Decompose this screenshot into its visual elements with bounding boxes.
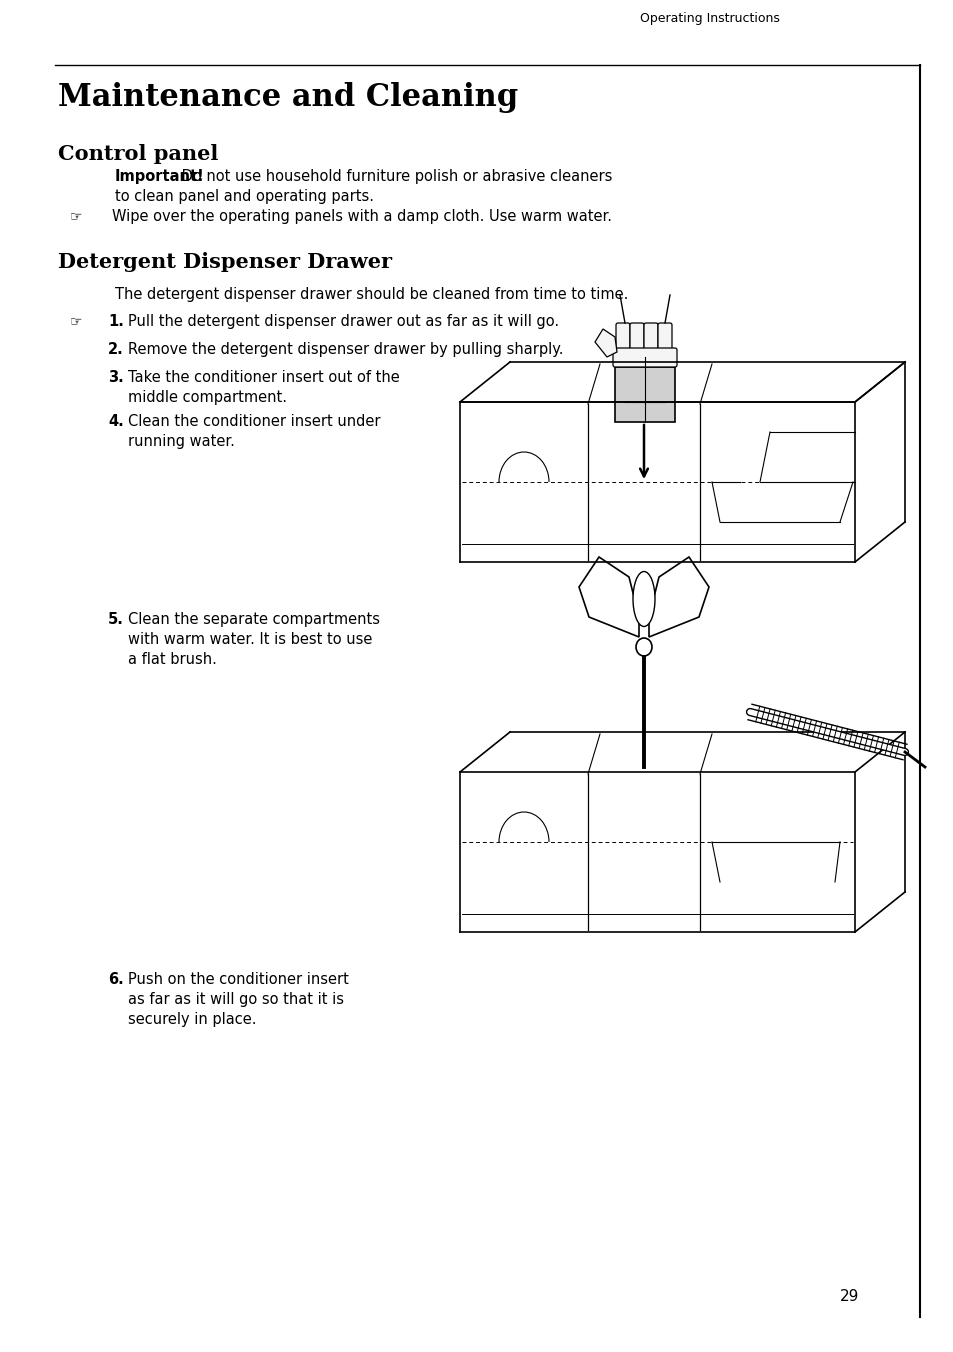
Text: Push on the conditioner insert: Push on the conditioner insert <box>128 972 349 987</box>
Text: a flat brush.: a flat brush. <box>128 652 216 667</box>
Text: ☞: ☞ <box>70 314 82 329</box>
FancyBboxPatch shape <box>615 366 675 422</box>
Text: Detergent Dispenser Drawer: Detergent Dispenser Drawer <box>58 251 392 272</box>
FancyBboxPatch shape <box>643 323 658 360</box>
Text: Do not use household furniture polish or abrasive cleaners: Do not use household furniture polish or… <box>177 169 612 184</box>
Polygon shape <box>648 557 708 637</box>
Text: Pull the detergent dispenser drawer out as far as it will go.: Pull the detergent dispenser drawer out … <box>128 314 558 329</box>
Ellipse shape <box>636 638 651 656</box>
Text: The detergent dispenser drawer should be cleaned from time to time.: The detergent dispenser drawer should be… <box>115 287 628 301</box>
Text: 6.: 6. <box>108 972 124 987</box>
Text: 1.: 1. <box>108 314 124 329</box>
Text: Control panel: Control panel <box>58 145 218 164</box>
Ellipse shape <box>633 572 655 626</box>
Text: to clean panel and operating parts.: to clean panel and operating parts. <box>115 189 374 204</box>
Text: Take the conditioner insert out of the: Take the conditioner insert out of the <box>128 370 399 385</box>
Text: 3.: 3. <box>108 370 124 385</box>
Text: 2.: 2. <box>108 342 124 357</box>
Text: ☞: ☞ <box>70 210 82 223</box>
Text: as far as it will go so that it is: as far as it will go so that it is <box>128 992 344 1007</box>
Text: with warm water. It is best to use: with warm water. It is best to use <box>128 631 372 648</box>
Text: middle compartment.: middle compartment. <box>128 389 287 406</box>
Text: Wipe over the operating panels with a damp cloth. Use warm water.: Wipe over the operating panels with a da… <box>112 210 612 224</box>
Text: running water.: running water. <box>128 434 234 449</box>
Text: Operating Instructions: Operating Instructions <box>639 12 779 24</box>
Polygon shape <box>578 557 639 637</box>
FancyBboxPatch shape <box>613 347 677 366</box>
FancyBboxPatch shape <box>658 323 671 360</box>
Text: 5.: 5. <box>108 612 124 627</box>
Text: Clean the separate compartments: Clean the separate compartments <box>128 612 379 627</box>
Text: 29: 29 <box>840 1288 859 1303</box>
Text: 4.: 4. <box>108 414 124 429</box>
FancyBboxPatch shape <box>616 323 629 360</box>
Text: Clean the conditioner insert under: Clean the conditioner insert under <box>128 414 380 429</box>
Text: Maintenance and Cleaning: Maintenance and Cleaning <box>58 82 517 114</box>
FancyBboxPatch shape <box>629 323 643 360</box>
Text: Important!: Important! <box>115 169 205 184</box>
Text: securely in place.: securely in place. <box>128 1013 256 1028</box>
Text: Remove the detergent dispenser drawer by pulling sharply.: Remove the detergent dispenser drawer by… <box>128 342 563 357</box>
Polygon shape <box>595 329 617 357</box>
